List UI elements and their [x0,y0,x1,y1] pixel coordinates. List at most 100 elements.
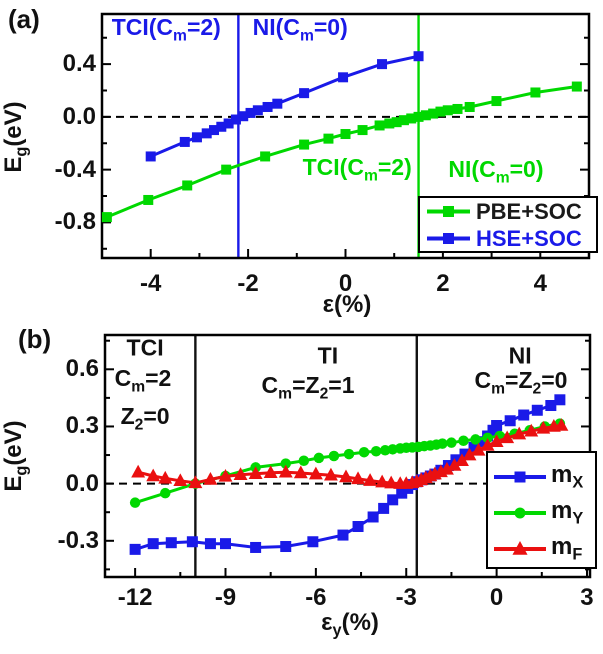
panel-b-data-point [186,536,198,548]
panel-a-data-point [179,136,190,147]
panel-a-data-point [413,111,424,122]
panel-a-data-point [238,111,249,122]
panel-b-data-point [536,420,551,434]
panel-a-region-label: NI(Cm=0) [448,156,544,187]
panel-b-region-label: Z2=0 [120,402,170,434]
panel-b-x-axis-label: εy(%) [321,608,379,640]
panel-b-data-point [129,543,141,555]
panel-a-legend-label: HSE+SOC [476,225,582,251]
panel-a-data-point [201,128,212,139]
panel-a-x-tick-label: -2 [237,270,259,297]
panel-b-y-tick-label: -0.3 [57,526,99,554]
panel-b-x-tick-label: -6 [305,584,327,611]
panel-b-data-point [375,474,390,488]
panel-a-data-point [491,96,502,107]
panel-a-legend-square-marker-icon [443,233,454,244]
panel-b-data-point [363,473,378,486]
panel-a-data-point [252,105,263,116]
panel-a-data-point [428,108,439,119]
panel-a-x-tick-label: -4 [140,270,162,297]
panel-a-data-point [530,87,541,98]
panel-a-legend-label: PBE+SOC [476,198,582,224]
panel-b-data-point [518,409,530,421]
panel-b-data-point [446,437,457,448]
panel-b-data-point [278,464,293,478]
panel-a-data-point [571,81,582,92]
panel-b-data-point [437,438,448,449]
panel-b-data-point [500,430,515,444]
panel-b-y-tick-label: 0.6 [65,355,99,383]
panel-a-data-point [245,107,256,118]
panel-b-data-point [378,502,390,514]
panel-b-legend-label: mY [551,496,584,528]
panel-b-data-point [450,454,462,466]
panel-a-data-point [406,113,417,124]
panel-a-data-point [223,118,234,129]
panel-a-data-point [357,125,368,136]
panel-a-x-tick-label: 0 [338,270,353,297]
panel-b-data-point [459,448,471,460]
panel-a-region-label: TCI(Cm=2) [302,153,412,185]
panel-b-legend-triangle-marker-icon [512,540,528,555]
panel-a-data-point [377,59,388,70]
panel-b-data-point [159,487,171,499]
panel-b-data-point [250,541,262,553]
panel-b-data-point [524,423,539,437]
panel-a-data-point [145,151,156,162]
panel-b-data-point [458,435,469,447]
panel-b-data-point [343,448,355,460]
panel-b-x-tick-label: 0 [489,584,504,611]
panel-a-y-tick-label: -0.4 [54,155,96,183]
panel-b-data-point [147,538,159,550]
panel-b-region-label: TCI [126,334,164,361]
panel-b-data-point [219,538,231,550]
panel-b-data-point [396,487,408,499]
panel-b-data-point [482,432,493,444]
panel-a-data-point [272,98,283,109]
panel-a-data-point [464,101,475,112]
panel-a-letter: (a) [8,4,40,34]
panel-b-data-point [146,468,161,482]
panel-b-data-point [188,475,203,489]
panel-b-data-point [313,452,325,464]
panel-a-data-point [452,103,463,114]
panel-b-data-point [491,420,503,432]
panel-b-data-point [328,450,340,462]
panel-a-x-tick-label: 2 [436,270,450,297]
panel-a-data-point [340,129,351,140]
panel-a-y-tick-label: 0.4 [62,50,96,78]
panel-b-data-point [204,538,216,550]
panel-b-data-point [470,434,481,445]
panel-b-x-tick-label: -3 [395,584,417,611]
panel-b-x-tick-label: -9 [214,584,237,611]
panel-b-data-point [298,455,310,467]
panel-b-data-point [447,458,462,471]
panel-a-data-point [391,117,402,128]
panel-b-data-point [489,434,504,447]
panel-b-x-tick-label: -12 [117,584,153,611]
panel-b-legend-circle-marker-icon [514,507,526,519]
panel-b-data-point [512,426,527,440]
panel-b-data-point [471,442,486,456]
panel-a-data-point [384,118,395,129]
panel-b-data-point [476,436,488,448]
panel-a-data-point [374,120,385,131]
panel-b-data-point [462,447,477,461]
panel-a-data-point [413,51,424,62]
panel-b-region-label: Cm=2 [114,364,172,396]
panel-a-data-point [182,180,193,191]
panel-b-legend-square-marker-icon [514,471,526,483]
panel-b-data-point [173,473,188,487]
panel-b-data-point [439,461,454,475]
panel-b-data-point [545,400,557,412]
panel-a-region-label: TCI(Cm=2) [111,13,221,45]
panel-b-data-point [158,470,173,484]
panel-a-data-point [260,151,271,162]
panel-b-data-point [384,475,399,489]
panel-b-data-point [387,494,399,506]
panel-a-data-point [299,139,310,150]
panel-b-region-label: NI [508,342,532,369]
panel-a-y-tick-label: 0.0 [62,102,96,130]
panel-a-region-label: NI(Cm=0) [252,13,348,45]
